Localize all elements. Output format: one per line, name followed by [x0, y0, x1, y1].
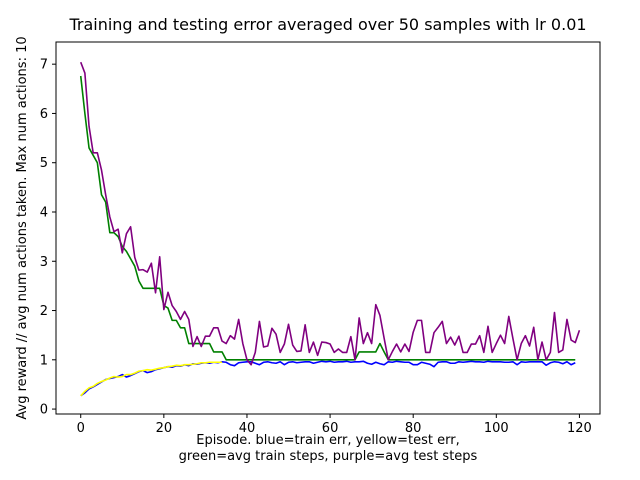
x-tick-label: 60 — [322, 421, 339, 436]
x-tick-label: 20 — [156, 421, 173, 436]
y-tick-label: 3 — [40, 255, 48, 270]
x-tick-label: 100 — [484, 421, 509, 436]
x-tick-label: 40 — [239, 421, 256, 436]
y-tick-label: 4 — [40, 205, 48, 220]
series-layer — [79, 61, 581, 397]
y-tick-label: 5 — [40, 156, 48, 171]
y-tick-label: 2 — [40, 304, 48, 319]
x-axis-label-line2: green=avg train steps, purple=avg test s… — [179, 449, 478, 464]
plot-frame — [55, 41, 601, 415]
y-tick-label: 7 — [40, 58, 48, 73]
series-line-test-err — [80, 361, 223, 397]
y-tick-label: 1 — [40, 353, 48, 368]
x-tick-label: 120 — [567, 421, 592, 436]
y-ticks: 0 1 2 3 4 5 6 7 — [40, 58, 56, 418]
y-tick-label: 6 — [40, 107, 48, 122]
y-tick-label: 0 — [40, 403, 48, 418]
series-line-avg-test-steps — [79, 61, 581, 366]
x-axis-label-line1: Episode. blue=train err, yellow=test err… — [196, 433, 460, 448]
y-axis-label: Avg reward // avg num actions taken. Max… — [15, 36, 30, 419]
x-ticks: 0 20 40 60 80 100 120 — [77, 414, 592, 436]
x-tick-label: 0 — [77, 421, 85, 436]
chart-title: Training and testing error averaged over… — [68, 15, 586, 34]
x-tick-label: 80 — [405, 421, 422, 436]
